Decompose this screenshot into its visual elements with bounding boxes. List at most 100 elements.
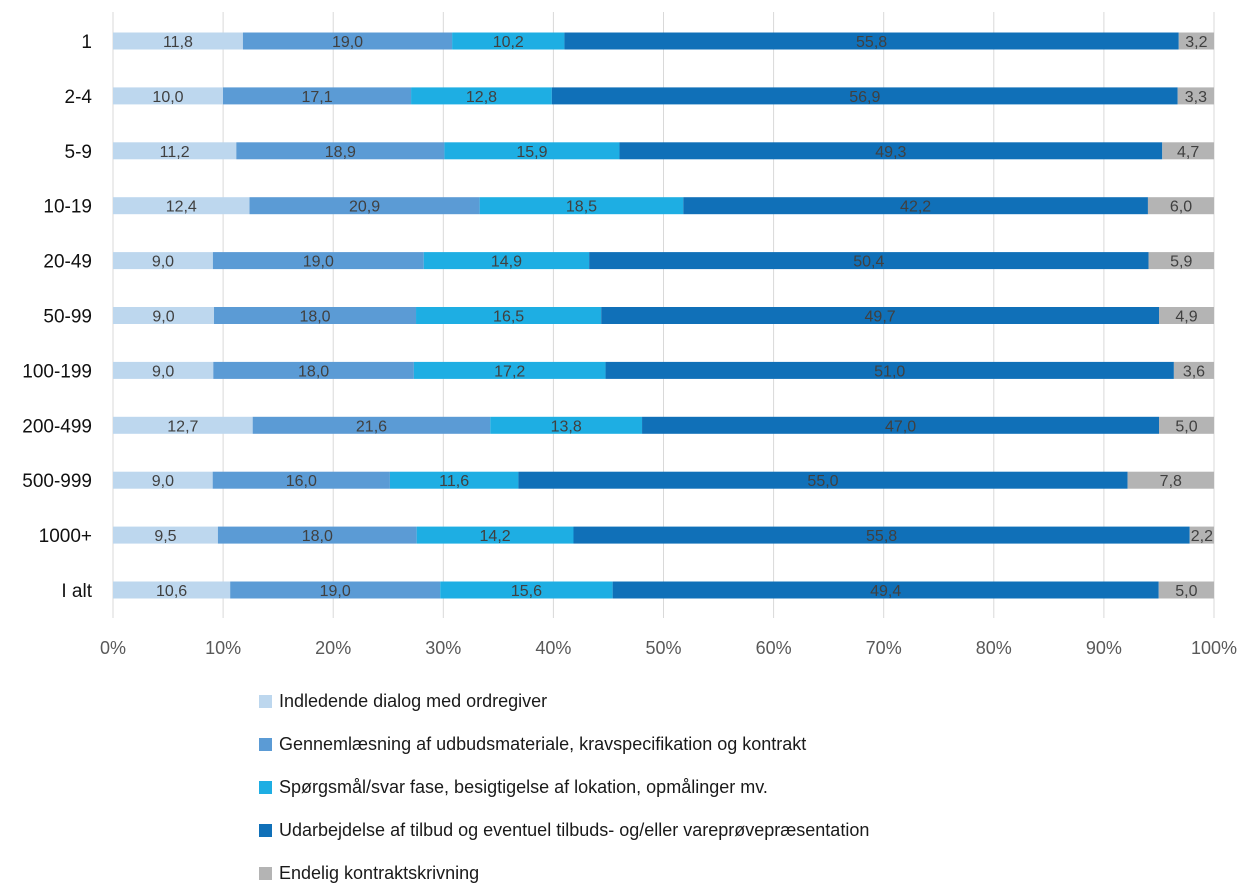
legend-item-label: Udarbejdelse af tilbud og eventuel tilbu… [279,820,869,840]
x-tick-label: 0% [100,638,126,658]
bar-segment [423,252,590,270]
category-label: 1000+ [39,526,92,547]
category-label: 10-19 [43,197,92,218]
bar-segment [1162,142,1214,160]
bar-segment [113,416,253,434]
data-label: 20,9 [349,199,380,216]
data-label: 18,0 [302,528,333,545]
legend-item-label: Gennemlæsning af udbudsmateriale, kravsp… [279,734,806,754]
data-label: 19,0 [303,254,334,271]
bar-segment [440,581,613,599]
category-labels: 1 2-4 5-9 10-19 20-49 50-99 100-199 200-499 500-… [22,32,92,602]
bar-segment [389,471,519,489]
data-label: 11,2 [160,144,190,161]
legend: Indledende dialog med ordregiver Gennemlæ… [259,691,869,883]
bar-segment [236,142,445,160]
data-label: 50,4 [853,254,884,271]
bar-segment [619,142,1163,160]
bar-segment [573,526,1190,544]
data-label: 51,0 [874,363,905,380]
bar-segment [217,526,417,544]
bar-segment [242,32,453,50]
legend-item-label: Spørgsmål/svar fase, besigtigelse af lok… [279,777,768,797]
category-label: 1 [81,32,92,53]
bar-segment [113,87,223,105]
bar-segment [1178,32,1214,50]
bar-segment [564,32,1179,50]
data-label: 10,0 [152,89,183,106]
bar-segment [411,87,552,105]
bar-segment [642,416,1160,434]
bar-segment [1127,471,1214,489]
data-label: 3,3 [1185,89,1207,106]
category-label: 20-49 [43,252,92,273]
bar-segment [1147,197,1214,215]
data-label: 6,0 [1170,199,1192,216]
bar-segment [551,87,1178,105]
data-label: 12,4 [166,199,197,216]
x-tick-label: 80% [976,638,1012,658]
data-label: 7,8 [1160,473,1182,490]
data-label: 10,6 [156,583,187,600]
bar-segment [452,32,565,50]
bar-segment [213,361,414,379]
category-label: 2-4 [65,87,93,108]
category-label: 5-9 [65,142,92,163]
data-label: 11,6 [439,473,469,490]
legend-swatch [259,781,272,794]
bar-segment [214,307,417,324]
bar-segment [230,581,441,599]
data-label: 56,9 [849,89,880,106]
data-label: 3,2 [1185,34,1207,51]
data-label: 5,9 [1170,254,1192,271]
data-label: 10,2 [493,34,524,51]
bar-segment [444,142,620,160]
bar-segment [1173,361,1214,379]
data-label: 49,7 [865,309,896,326]
x-tick-label: 20% [315,638,351,658]
legend-item-label: Endelig kontraktskrivning [279,863,479,883]
legend-item-label: Indledende dialog med ordregiver [279,691,547,711]
data-label: 19,0 [332,34,363,51]
x-tick-label: 100% [1191,638,1237,658]
bar-segment [1159,307,1214,324]
category-label: 500-999 [22,471,92,492]
bar-segment [416,526,574,544]
category-label: 50-99 [43,307,92,328]
data-label: 16,0 [286,473,317,490]
data-label: 18,0 [298,363,329,380]
bar-segment [113,307,215,324]
data-label: 5,0 [1175,418,1197,435]
data-label: 21,6 [356,418,387,435]
data-label: 18,9 [325,144,356,161]
bar-segment [113,32,243,50]
bar-segment [222,87,412,105]
bar-segment [113,361,214,379]
data-label: 42,2 [900,199,931,216]
data-label: 49,4 [870,583,901,600]
bar-segment [212,471,390,489]
bar-segment [605,361,1174,379]
bar-segment [1159,416,1214,434]
data-label: 47,0 [885,418,916,435]
data-label: 2,2 [1191,528,1213,545]
category-label: 200-499 [22,416,92,437]
data-label: 12,7 [167,418,198,435]
legend-swatch [259,738,272,751]
data-label: 9,0 [152,473,174,490]
data-label: 17,1 [301,89,332,106]
data-label: 14,2 [480,528,511,545]
bar-segment [518,471,1128,489]
bar-segment [612,581,1159,599]
data-label: 55,0 [807,473,838,490]
data-label: 5,0 [1175,583,1197,600]
data-label: 16,5 [493,309,524,326]
data-label: 18,0 [299,309,330,326]
legend-swatch [259,867,272,880]
data-label: 9,0 [152,309,174,326]
data-label: 9,5 [154,528,176,545]
data-label: 55,8 [856,34,887,51]
bar-segment [113,581,231,599]
bar-segment [683,197,1148,215]
